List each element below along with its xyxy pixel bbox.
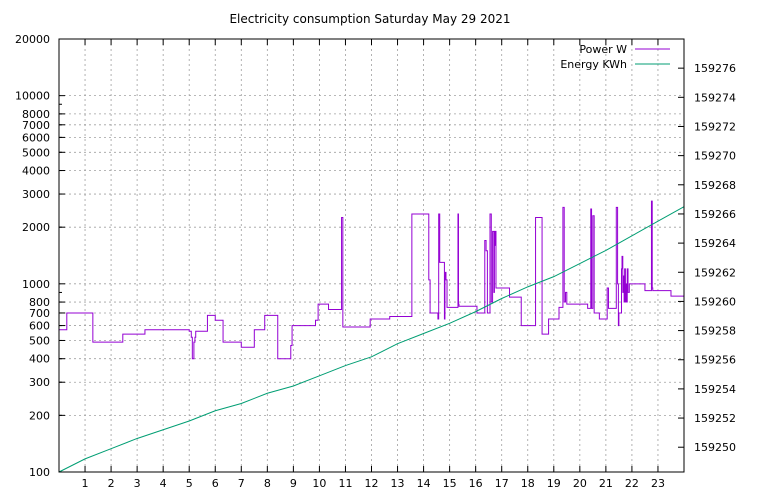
legend-label-energy: Energy KWh xyxy=(560,58,627,71)
y-tick-label: 5000 xyxy=(22,146,50,159)
y2-tick-label: 159258 xyxy=(694,325,736,338)
x-tick-label: 23 xyxy=(651,477,665,490)
y-tick-label: 800 xyxy=(29,296,50,309)
x-tick-label: 21 xyxy=(599,477,613,490)
y2-tick-label: 159250 xyxy=(694,441,736,454)
axes: 1 2 3 4 5 6 7 8 9 10 11 12 13 14 15 16 17 18 19 20 21 22 23100… xyxy=(15,33,736,490)
plot-frame xyxy=(58,38,685,473)
grid-lines xyxy=(59,39,684,472)
x-tick-label: 5 xyxy=(186,477,193,490)
y-tick-label: 300 xyxy=(29,376,50,389)
y2-tick-label: 159268 xyxy=(694,179,736,192)
y2-tick-label: 159270 xyxy=(694,150,736,163)
y-tick-label: 200 xyxy=(29,409,50,422)
y-tick-label: 7000 xyxy=(22,119,50,132)
y-tick-label: 3000 xyxy=(22,188,50,201)
y-tick-label: 700 xyxy=(29,307,50,320)
x-tick-label: 14 xyxy=(417,477,431,490)
x-tick-label: 3 xyxy=(134,477,141,490)
series-lines xyxy=(58,200,685,473)
x-tick-label: 22 xyxy=(625,477,639,490)
y-tick-label: 6000 xyxy=(22,131,50,144)
legend: Power W Energy KWh xyxy=(560,43,670,71)
y2-tick-label: 159262 xyxy=(694,266,736,279)
y2-tick-label: 159266 xyxy=(694,208,736,221)
x-tick-label: 15 xyxy=(443,477,457,490)
y2-tick-label: 159252 xyxy=(694,412,736,425)
y2-tick-label: 159274 xyxy=(694,91,736,104)
y-tick-label: 1000 xyxy=(22,278,50,291)
legend-label-power: Power W xyxy=(579,43,627,56)
x-tick-label: 4 xyxy=(160,477,167,490)
y-tick-label: 10000 xyxy=(15,90,50,103)
x-tick-label: 13 xyxy=(391,477,405,490)
y2-tick-label: 159264 xyxy=(694,237,736,250)
x-tick-label: 6 xyxy=(212,477,219,490)
x-tick-label: 16 xyxy=(469,477,483,490)
y-tick-label: 4000 xyxy=(22,165,50,178)
y-tick-label: 20000 xyxy=(15,33,50,46)
x-tick-label: 20 xyxy=(573,477,587,490)
power-series-line xyxy=(59,200,684,360)
x-tick-label: 9 xyxy=(290,477,297,490)
x-tick-label: 12 xyxy=(365,477,379,490)
y-tick-label: 500 xyxy=(29,334,50,347)
y2-tick-label: 159276 xyxy=(694,62,736,75)
y-tick-label: 600 xyxy=(29,320,50,333)
x-tick-label: 19 xyxy=(547,477,561,490)
x-tick-label: 11 xyxy=(338,477,352,490)
y2-tick-label: 159260 xyxy=(694,295,736,308)
x-tick-label: 1 xyxy=(82,477,89,490)
y-tick-label: 8000 xyxy=(22,108,50,121)
x-tick-label: 10 xyxy=(312,477,326,490)
y2-tick-label: 159254 xyxy=(694,383,736,396)
y-tick-label: 100 xyxy=(29,466,50,479)
x-tick-label: 7 xyxy=(238,477,245,490)
x-tick-label: 18 xyxy=(521,477,535,490)
energy-series-line xyxy=(58,206,685,473)
y-tick-label: 400 xyxy=(29,353,50,366)
x-tick-label: 8 xyxy=(264,477,271,490)
y2-tick-label: 159256 xyxy=(694,354,736,367)
x-tick-label: 17 xyxy=(495,477,509,490)
y2-tick-label: 159272 xyxy=(694,120,736,133)
y-tick-label: 2000 xyxy=(22,221,50,234)
chart-title: Electricity consumption Saturday May 29 … xyxy=(229,12,510,26)
x-tick-label: 2 xyxy=(108,477,115,490)
